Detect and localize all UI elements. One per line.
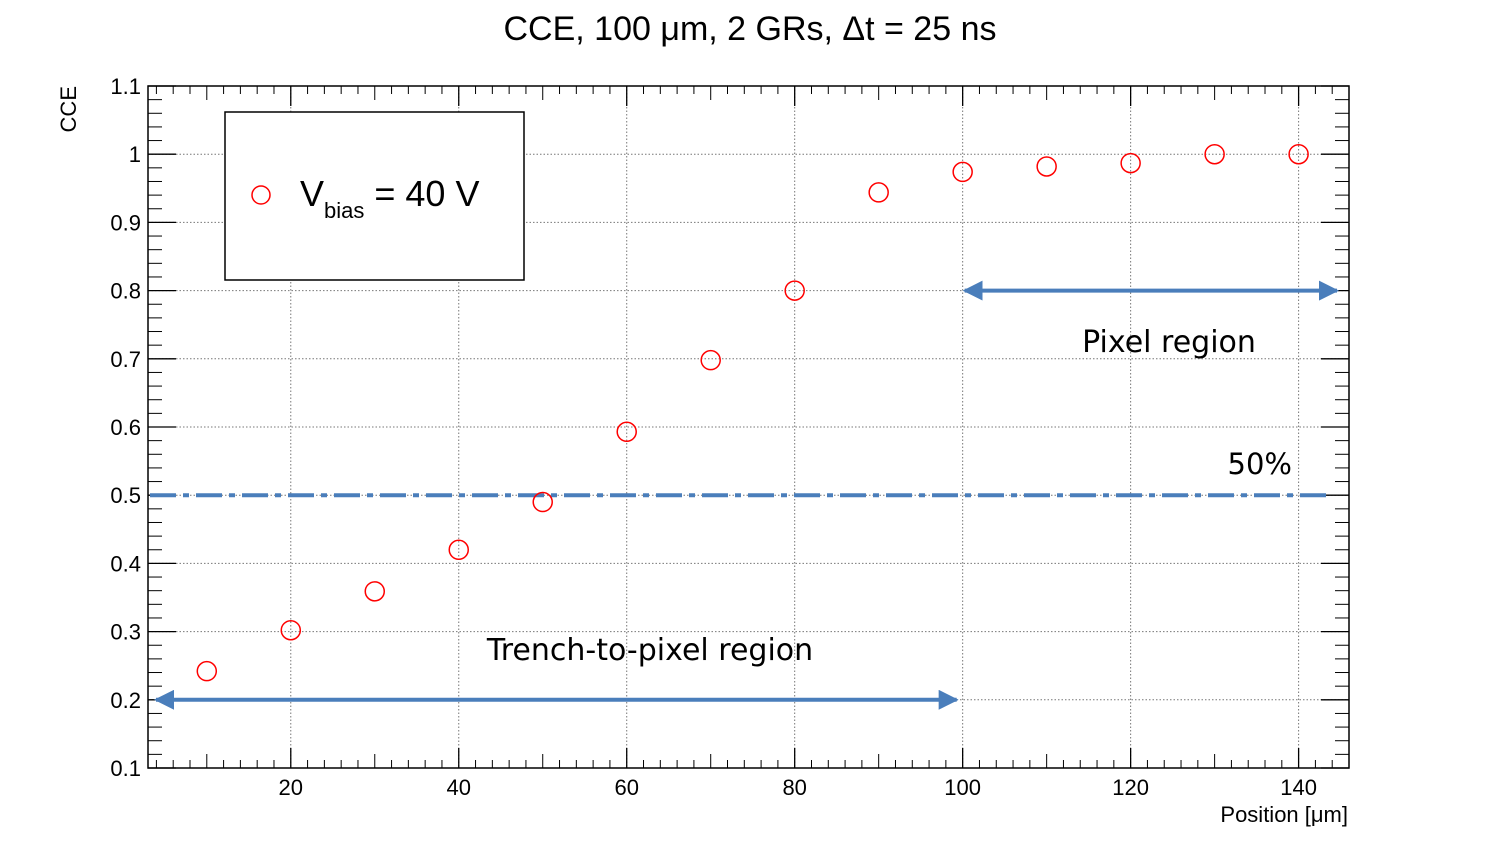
data-point — [532, 491, 553, 513]
y-tick-label: 0.2 — [110, 688, 141, 713]
legend: Vbias = 40 V — [224, 111, 525, 281]
data-point — [364, 581, 386, 602]
data-point — [784, 280, 805, 301]
x-tick-label: 140 — [1280, 775, 1317, 800]
minor-ticks — [148, 86, 1350, 768]
x-tick-label: 20 — [279, 775, 303, 800]
reference-line-group: 50% — [150, 447, 1329, 498]
x-tick-label: 120 — [1112, 775, 1149, 800]
annotations: Pixel region Trench-to-pixel region — [154, 280, 1339, 710]
data-point — [196, 660, 218, 682]
legend-label-suffix: = 40 V — [364, 173, 479, 214]
y-tick-label: 0.9 — [110, 210, 141, 235]
y-tick-label: 0.6 — [110, 415, 141, 440]
legend-label: Vbias = 40 V — [300, 173, 479, 223]
axes: 20 40 60 80 100 120 140 0.1 0.2 0.3 0.4 0.5 0.6 0.7 0.… — [110, 74, 1350, 800]
data-point — [1036, 156, 1057, 177]
x-tick-label: 40 — [447, 775, 471, 800]
legend-marker — [251, 185, 271, 205]
data-point — [952, 161, 973, 183]
x-axis-label: Position [μm] — [1220, 802, 1348, 827]
legend-label-subscript: bias — [324, 198, 364, 223]
pixel-region-label: Pixel region — [1082, 325, 1256, 360]
data-point — [616, 421, 637, 443]
y-axis-label: CCE — [56, 86, 81, 132]
data-point — [1120, 152, 1141, 174]
y-tick-label: 0.5 — [110, 483, 141, 508]
y-tick-label: 0.4 — [110, 551, 141, 576]
x-tick-label: 80 — [782, 775, 806, 800]
data-point — [1204, 143, 1225, 165]
data-point — [700, 349, 721, 371]
y-tick-label: 0.3 — [110, 620, 141, 645]
y-tick-label: 0.7 — [110, 347, 141, 372]
y-tick-label: 1 — [129, 142, 141, 167]
legend-label-main: V — [300, 173, 324, 214]
x-tick-label: 60 — [614, 775, 638, 800]
reference-line-label: 50% — [1228, 447, 1292, 481]
data-point — [448, 539, 469, 561]
y-tick-label: 0.8 — [110, 279, 141, 304]
data-point — [868, 182, 889, 203]
data-points — [196, 143, 1309, 682]
trench-region-label: Trench-to-pixel region — [486, 633, 813, 668]
data-point — [1288, 143, 1309, 165]
y-tick-label: 0.1 — [110, 756, 141, 781]
y-tick-label: 1.1 — [110, 74, 141, 99]
x-tick-label: 100 — [944, 775, 981, 800]
legend-box — [224, 111, 525, 281]
data-point — [280, 619, 302, 641]
chart-title: CCE, 100 μm, 2 GRs, Δt = 25 ns — [504, 10, 997, 48]
